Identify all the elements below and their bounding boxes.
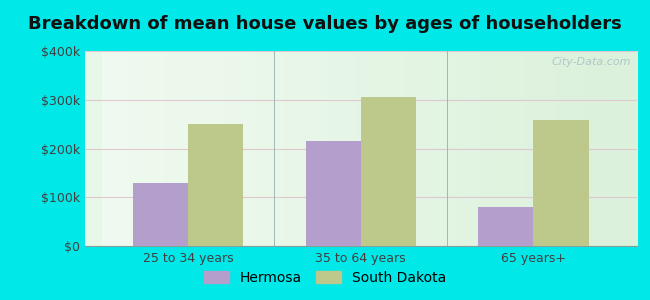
Bar — [306, 141, 361, 246]
Bar — [478, 207, 534, 246]
Bar — [133, 183, 188, 246]
Bar — [188, 124, 243, 246]
Legend: Hermosa, South Dakota: Hermosa, South Dakota — [198, 265, 452, 290]
Text: City-Data.com: City-Data.com — [552, 57, 632, 67]
Text: Breakdown of mean house values by ages of householders: Breakdown of mean house values by ages o… — [28, 15, 622, 33]
Bar — [361, 97, 416, 246]
Bar — [534, 120, 589, 246]
